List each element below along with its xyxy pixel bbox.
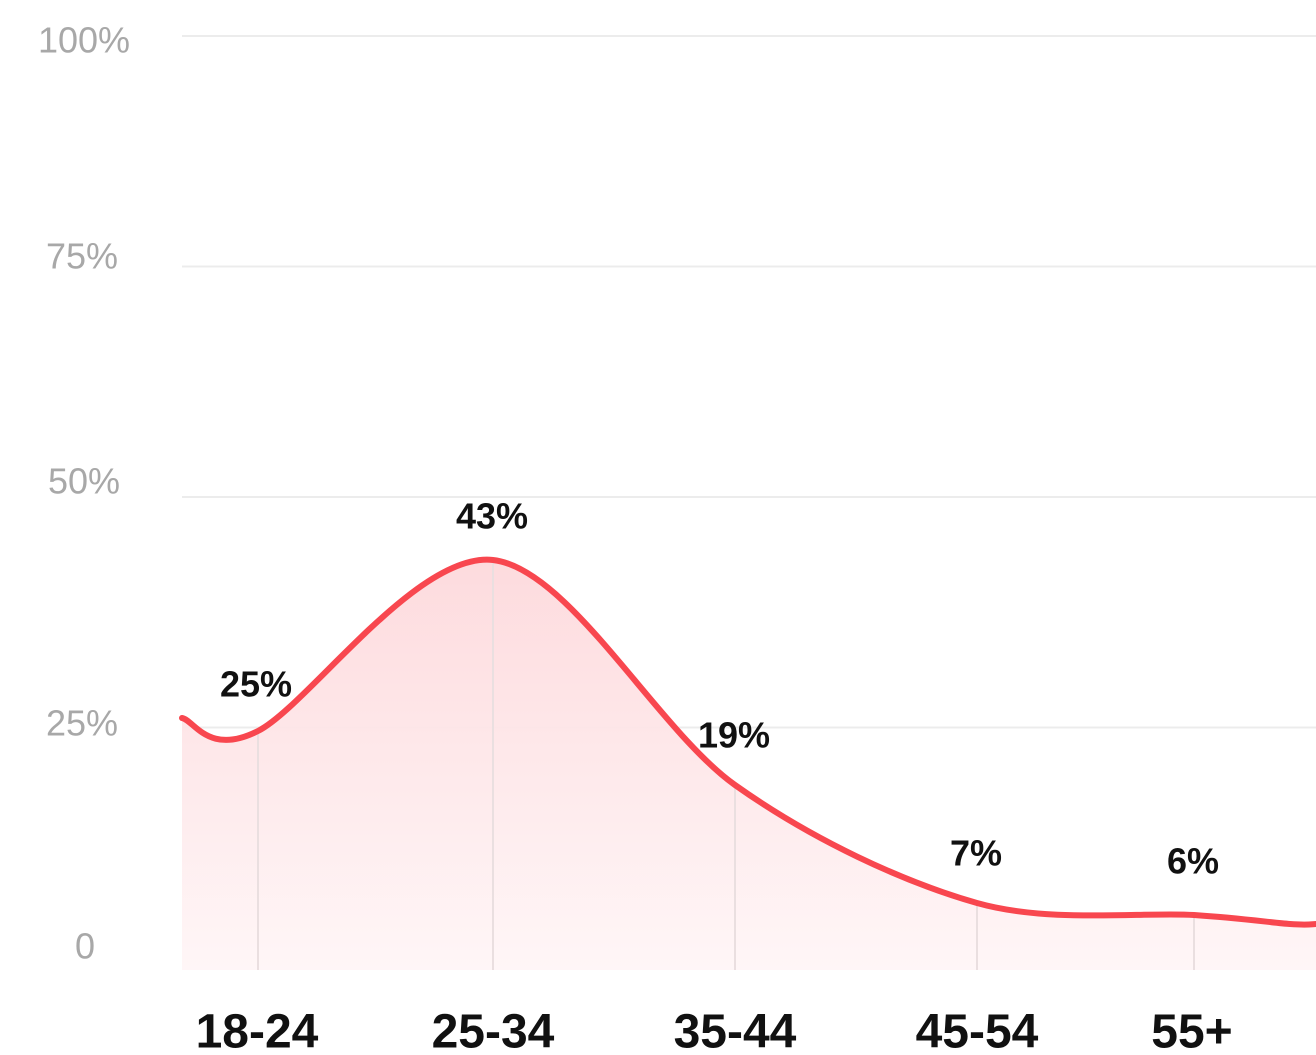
line-layer bbox=[179, 556, 1316, 928]
data-label: 7% bbox=[950, 833, 1002, 874]
data-point bbox=[255, 728, 261, 734]
y-axis: 0 25% 50% 75% 100% bbox=[38, 20, 130, 967]
x-tick-label: 45-54 bbox=[916, 1006, 1039, 1055]
series-area bbox=[182, 559, 1316, 970]
data-point bbox=[974, 900, 980, 906]
y-tick-label: 25% bbox=[46, 703, 118, 744]
x-tick-label: 35-44 bbox=[674, 1006, 797, 1055]
data-labels: 25% 43% 19% 7% 6% bbox=[220, 496, 1219, 882]
data-label: 19% bbox=[698, 715, 770, 756]
area-layer bbox=[182, 559, 1316, 970]
x-tick-label: 55+ bbox=[1151, 1006, 1232, 1055]
x-tick-label: 18-24 bbox=[196, 1006, 319, 1055]
data-point bbox=[1191, 912, 1197, 918]
y-tick-label: 50% bbox=[48, 461, 120, 502]
gridlines bbox=[182, 35, 1316, 729]
x-tick-label: 25-34 bbox=[432, 1006, 555, 1055]
y-tick-label: 100% bbox=[38, 20, 130, 61]
category-lines bbox=[257, 560, 1195, 970]
series-line bbox=[179, 556, 1316, 928]
data-label: 25% bbox=[220, 664, 292, 705]
data-point bbox=[490, 557, 496, 563]
y-tick-label: 75% bbox=[46, 236, 118, 277]
x-axis: 18-24 25-34 35-44 45-54 55+ bbox=[196, 1006, 1233, 1055]
data-label: 6% bbox=[1167, 841, 1219, 882]
data-point bbox=[732, 782, 738, 788]
y-tick-label: 0 bbox=[75, 926, 95, 967]
data-label: 43% bbox=[456, 496, 528, 537]
